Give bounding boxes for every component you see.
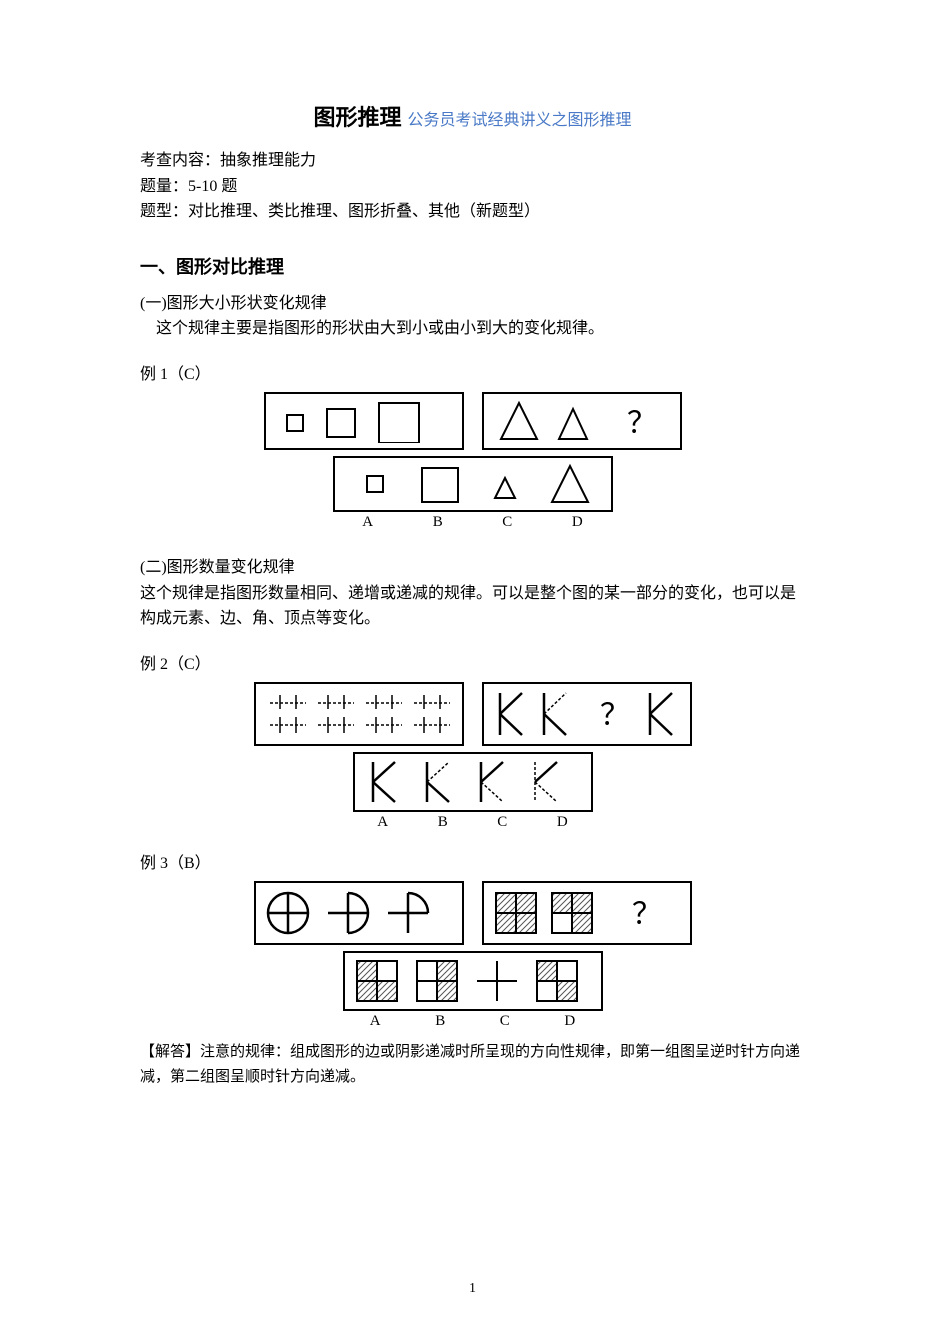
sub-1-heading: (一)图形大小形状变化规律: [140, 291, 805, 317]
meta-quantity: 题量：5-10 题: [140, 174, 805, 200]
example-1-right-panel: ？: [482, 392, 682, 450]
example-1-left-panel: [264, 392, 464, 450]
example-2-panels: ？: [254, 682, 692, 746]
label-c: C: [502, 514, 512, 531]
example-3-left-panel: [254, 881, 464, 945]
example-1-answer-labels: A B C D: [333, 514, 613, 531]
example-2-answer-panel: [353, 752, 593, 812]
meta-types-value: 对比推理、类比推理、图形折叠、其他（新题型）: [188, 203, 540, 220]
hatched-grids-icon: ？: [492, 888, 682, 938]
label-b: B: [433, 514, 443, 531]
label-c: C: [500, 1013, 510, 1030]
label-b: B: [438, 814, 448, 831]
meta-quantity-label: 题量：: [140, 178, 188, 195]
example-1-label: 例 1（C）: [140, 360, 805, 384]
option-b-square-large: [416, 462, 464, 506]
sub-1-body: 这个规律主要是指图形的形状由大到小或由小到大的变化规律。: [140, 316, 805, 342]
meta-types: 题型：对比推理、类比推理、图形折叠、其他（新题型）: [140, 199, 805, 225]
option-c-triangle-small: [481, 462, 529, 506]
example-3-answers: A B C D: [343, 951, 603, 1030]
section-1-heading: 一、图形对比推理: [140, 253, 805, 279]
example-3-answer-labels: A B C D: [343, 1013, 603, 1030]
label-d: D: [572, 514, 583, 531]
example-1-panels: ？: [264, 392, 682, 450]
example-2-answer-labels: A B C D: [353, 814, 593, 831]
example-2-answers: A B C D: [353, 752, 593, 831]
meta-content-value: 抽象推理能力: [220, 152, 316, 169]
example-1-answer-panel: [333, 456, 613, 512]
svg-text:？: ？: [627, 407, 657, 440]
example-3-panels: ？: [254, 881, 692, 945]
title-row: 图形推理 公务员考试经典讲义之图形推理: [140, 100, 805, 132]
dashed-crosses-icon: [264, 689, 454, 739]
example-3-answer-panel: [343, 951, 603, 1011]
label-a: A: [377, 814, 388, 831]
sub-2-body: 这个规律是指图形数量相同、递增或递减的规律。可以是整个图的某一部分的变化，也可以…: [140, 581, 805, 632]
k-letters-icon: ？: [492, 689, 682, 739]
example-2-figure: ？ A B C D: [140, 682, 805, 831]
circles-icon: [264, 888, 454, 938]
example-3-explain: 【解答】注意的规律：组成图形的边或阴影递减时所呈现的方向性规律，即第一组图呈逆时…: [140, 1040, 805, 1091]
label-a: A: [370, 1013, 381, 1030]
title-main: 图形推理: [313, 105, 401, 130]
page-number: 1: [0, 1281, 945, 1297]
meta-content-label: 考查内容：: [140, 152, 220, 169]
label-d: D: [564, 1013, 575, 1030]
svg-text:？: ？: [600, 699, 630, 732]
k-options-icon: [363, 758, 583, 806]
example-2-label: 例 2（C）: [140, 650, 805, 674]
svg-text:？: ？: [632, 898, 662, 931]
example-3-right-panel: ？: [482, 881, 692, 945]
sub-2-heading: (二)图形数量变化规律: [140, 555, 805, 581]
option-a-square-small: [351, 462, 399, 506]
squares-growing-icon: [279, 399, 449, 443]
example-1-figure: ？ A B C D: [140, 392, 805, 531]
meta-content: 考查内容：抽象推理能力: [140, 148, 805, 174]
example-3-figure: ？: [140, 881, 805, 1030]
label-c: C: [497, 814, 507, 831]
meta-quantity-value: 5-10 题: [188, 178, 237, 195]
label-a: A: [362, 514, 373, 531]
label-b: B: [435, 1013, 445, 1030]
triangles-shrinking-icon: ？: [497, 399, 667, 443]
label-d: D: [557, 814, 568, 831]
meta-types-label: 题型：: [140, 203, 188, 220]
example-2-right-panel: ？: [482, 682, 692, 746]
example-1-answers: A B C D: [333, 456, 613, 531]
title-sub: 公务员考试经典讲义之图形推理: [408, 112, 632, 129]
example-3-label: 例 3（B）: [140, 849, 805, 873]
option-d-triangle-large: [546, 462, 594, 506]
example-2-left-panel: [254, 682, 464, 746]
grid-options-icon: [353, 957, 593, 1005]
